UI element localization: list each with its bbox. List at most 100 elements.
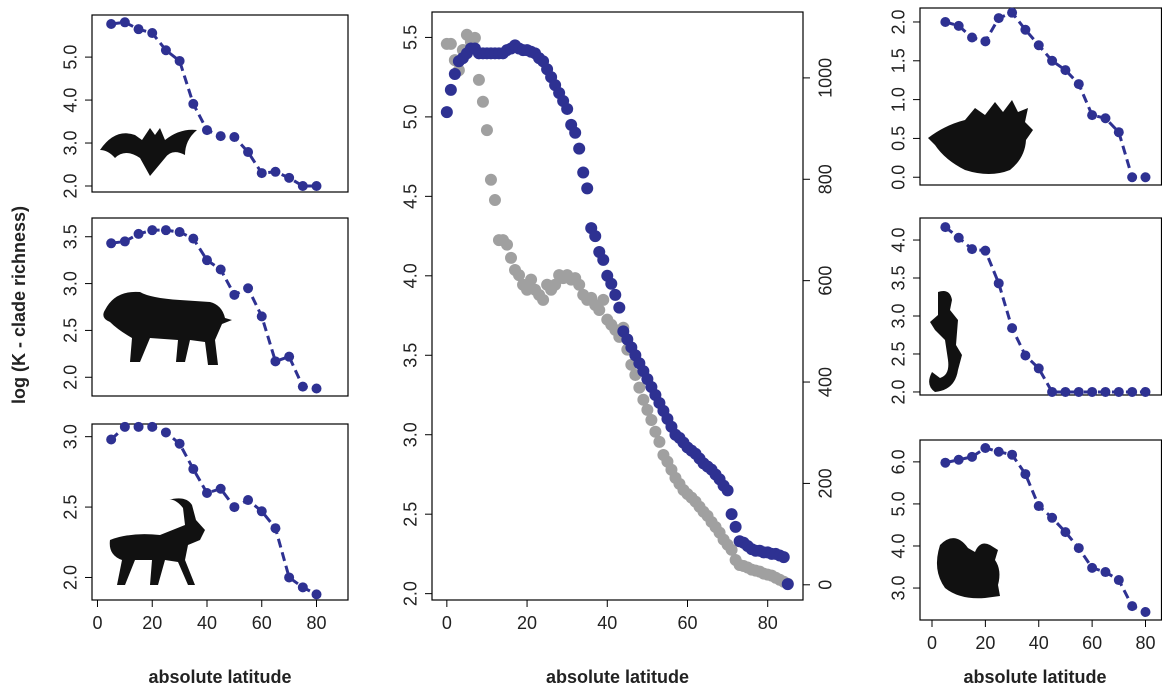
trend-line [944,225,1146,394]
y-tick-label: 2.5 [61,495,81,520]
plot-box [91,14,349,193]
point [609,288,622,301]
hedgehog-icon [928,100,1033,174]
point [1047,55,1058,66]
x-tick-label: 60 [1082,633,1102,653]
point [106,238,117,249]
point [174,227,185,238]
y-tick-label: 2.0 [401,581,421,606]
y-tick-label: 3.5 [61,224,81,249]
y-tick-label: 6.0 [889,449,909,474]
point [980,442,991,453]
point [561,102,574,115]
point [133,228,144,239]
plot-box [91,217,349,397]
trend-line [110,20,317,188]
y-tick-label: 4.5 [401,184,421,209]
x-tick-label: 60 [677,613,697,633]
point [1073,386,1084,397]
point [229,289,240,300]
trend-line [110,425,318,596]
x-tick-label: 40 [197,613,217,633]
point [729,520,742,533]
point [1033,40,1044,51]
point [106,19,117,30]
y-tick-label: 2.5 [61,318,81,343]
y-tick-label: 3.0 [61,271,81,296]
y2-tick-label: 1000 [816,58,836,98]
lion-icon [103,291,232,365]
point [188,233,199,244]
point [215,264,226,275]
point [119,236,130,247]
y-tick-label: 5.0 [889,491,909,516]
point [940,16,951,27]
y-tick-label: 2.0 [61,565,81,590]
point [174,55,185,66]
point [569,126,582,139]
x-axis-label: absolute latitude [546,667,689,687]
point [953,454,964,465]
point [1073,79,1084,90]
bat-icon [100,128,197,176]
point [270,166,281,177]
point [649,425,662,438]
y-tick-label: 3.0 [889,576,909,601]
point [133,24,144,35]
point [160,225,171,236]
point [147,225,158,236]
x-tick-label: 20 [517,613,537,633]
point [201,255,212,266]
point [581,182,594,195]
y-tick-label: 1.5 [889,48,909,73]
y-tick-label: 3.0 [889,303,909,328]
point [1140,386,1151,397]
point [501,238,514,251]
primate-icon [929,291,962,392]
point [940,222,951,233]
y-tick-label: 2.5 [401,502,421,527]
point [953,20,964,31]
point [229,502,240,513]
point [297,381,308,392]
point [472,73,485,86]
point [119,421,130,432]
y-tick-label: 3.0 [61,131,81,156]
y-tick-label: 5.0 [401,104,421,129]
point [160,427,171,438]
y-tick-label: 2.5 [889,341,909,366]
point [967,32,978,43]
x-tick-label: 20 [975,633,995,653]
point [488,194,501,207]
point [589,230,602,243]
x-tick-label: 20 [142,613,162,633]
point [311,383,322,394]
point [256,506,267,517]
point [637,393,650,406]
point [215,131,226,142]
point [597,293,610,306]
y-tick-label: 4.0 [889,533,909,558]
point [1113,575,1124,586]
squirrel-icon [936,538,1000,599]
point [993,13,1004,24]
x-tick-label: 60 [252,613,272,633]
x-tick-label: 80 [758,613,778,633]
point [980,36,991,47]
point [468,31,481,44]
y-tick-label: 5.5 [401,25,421,50]
point [256,311,267,322]
point [593,304,606,317]
point [1087,110,1098,121]
silhouettes [100,100,1033,599]
point [201,487,212,498]
point [721,484,734,497]
point [147,28,158,39]
point [1047,512,1058,523]
point [1140,607,1151,618]
point [1007,449,1018,460]
y2-tick-label: 800 [816,164,836,194]
trend-line [945,446,1147,614]
y2-tick-label: 200 [816,468,836,498]
point [133,421,144,432]
